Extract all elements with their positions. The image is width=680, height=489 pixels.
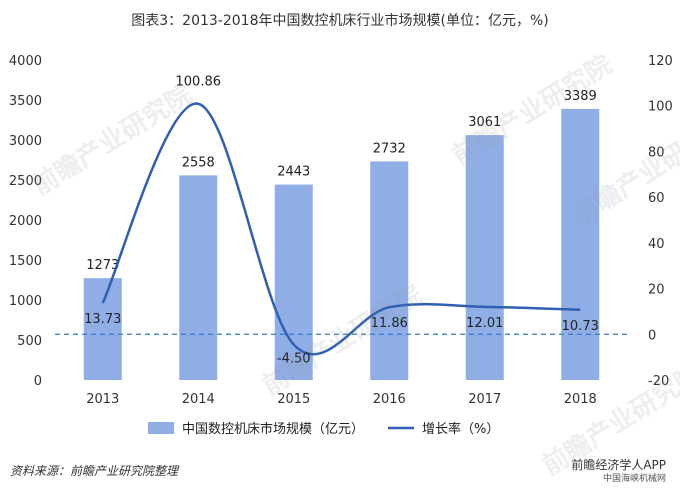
line-value-label: -4.50 bbox=[277, 352, 311, 367]
bar-2016 bbox=[370, 161, 409, 380]
right-y-tick-label: 20 bbox=[648, 283, 665, 298]
bar-value-label: 1273 bbox=[86, 258, 119, 273]
bar-2014 bbox=[179, 175, 218, 380]
legend-label-line: 增长率（%） bbox=[422, 421, 499, 437]
legend-label-bar: 中国数控机床市场规模（亿元） bbox=[182, 421, 364, 437]
bar-2013 bbox=[83, 278, 122, 380]
left-y-tick-label: 500 bbox=[17, 334, 42, 349]
brand-mark: 前瞻经济学人APP 中国海峡机械网 bbox=[571, 458, 666, 486]
bar-value-label: 2732 bbox=[373, 141, 406, 156]
growth-rate-line bbox=[101, 102, 581, 356]
x-axis: 2013 2014 2015 2016 2017 2018 bbox=[86, 392, 597, 407]
bar-2018 bbox=[561, 108, 600, 380]
left-y-tick-label: 2500 bbox=[9, 174, 42, 189]
bar-2017 bbox=[465, 135, 504, 380]
right-y-tick-label: -20 bbox=[648, 374, 669, 389]
x-tick-label: 2015 bbox=[277, 392, 310, 407]
source-note: 资料来源：前瞻产业研究院整理 bbox=[10, 464, 179, 478]
line-value-label: 10.73 bbox=[562, 319, 599, 334]
line-data-labels: 13.73 100.86 -4.50 11.86 12.01 10.73 bbox=[84, 75, 599, 367]
left-y-tick-label: 2000 bbox=[9, 214, 42, 229]
x-tick-label: 2017 bbox=[468, 392, 501, 407]
line-value-label: 12.01 bbox=[466, 316, 503, 331]
x-tick-label: 2016 bbox=[373, 392, 406, 407]
legend-swatch-bar bbox=[148, 422, 174, 434]
legend: 中国数控机床市场规模（亿元） 增长率（%） bbox=[148, 421, 499, 437]
left-y-tick-label: 4000 bbox=[9, 54, 42, 69]
x-tick-label: 2014 bbox=[182, 392, 215, 407]
bar-data-labels: 1273 2558 2443 2732 3061 3389 bbox=[86, 89, 597, 273]
line-value-label: 100.86 bbox=[176, 75, 222, 90]
line-value-label: 13.73 bbox=[84, 312, 121, 327]
left-y-tick-label: 0 bbox=[34, 374, 42, 389]
right-y-tick-label: 100 bbox=[648, 100, 673, 115]
chart-title: 图表3：2013-2018年中国数控机床行业市场规模(单位：亿元，%) bbox=[131, 13, 549, 29]
brand-app-name: 前瞻经济学人APP bbox=[571, 458, 666, 472]
x-tick-label: 2018 bbox=[564, 392, 597, 407]
left-y-tick-label: 1500 bbox=[9, 254, 42, 269]
x-tick-label: 2013 bbox=[86, 392, 119, 407]
right-y-tick-label: 60 bbox=[648, 191, 665, 206]
bar-series bbox=[83, 108, 600, 380]
left-y-axis: 0 500 1000 1500 2000 2500 3000 3500 4000 bbox=[9, 54, 42, 389]
right-y-tick-label: 80 bbox=[648, 145, 665, 160]
line-value-label: 11.86 bbox=[371, 316, 408, 331]
bar-value-label: 3389 bbox=[564, 89, 597, 104]
right-y-axis: -20 0 20 40 60 80 100 120 bbox=[648, 54, 673, 389]
brand-site-name: 中国海峡机械网 bbox=[602, 474, 666, 484]
bar-2015 bbox=[274, 184, 313, 380]
bar-value-label: 2558 bbox=[182, 155, 215, 170]
right-y-tick-label: 0 bbox=[648, 328, 656, 343]
right-y-tick-label: 40 bbox=[648, 237, 665, 252]
left-y-tick-label: 3500 bbox=[9, 94, 42, 109]
bar-value-label: 3061 bbox=[468, 115, 501, 130]
left-y-tick-label: 1000 bbox=[9, 294, 42, 309]
bar-value-label: 2443 bbox=[277, 165, 310, 180]
right-y-tick-label: 120 bbox=[648, 54, 673, 69]
left-y-tick-label: 3000 bbox=[9, 134, 42, 149]
